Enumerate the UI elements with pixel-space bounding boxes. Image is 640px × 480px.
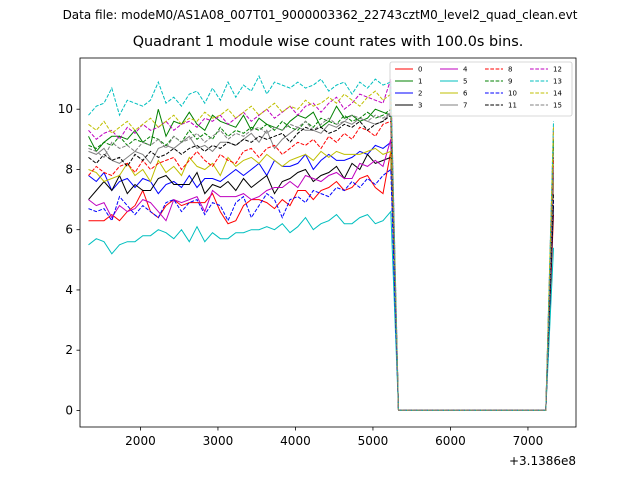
x-tick-label: 6000 [435, 434, 466, 448]
series-line-11 [88, 114, 554, 411]
plot-frame [79, 57, 577, 428]
legend-label-13: 13 [553, 78, 562, 86]
y-tick-label: 6 [65, 223, 73, 237]
series-line-5 [88, 210, 554, 411]
x-tick-label: 3000 [203, 434, 234, 448]
legend-label-15: 15 [553, 102, 562, 110]
legend-label-7: 7 [463, 102, 467, 110]
x-offset-label: +3.1386e8 [509, 454, 576, 468]
legend-label-3: 3 [418, 102, 422, 110]
legend-label-4: 4 [463, 66, 468, 74]
y-tick-label: 8 [65, 162, 73, 176]
series-line-8 [88, 120, 554, 411]
y-tick-label: 10 [58, 102, 73, 116]
legend-label-12: 12 [553, 66, 562, 74]
y-tick-label: 0 [65, 403, 73, 417]
legend-box [389, 61, 573, 117]
series-line-6 [88, 147, 554, 411]
legend-label-11: 11 [508, 102, 517, 110]
y-tick-label: 4 [65, 283, 73, 297]
series-line-12 [88, 78, 554, 411]
series-line-10 [88, 168, 554, 411]
legend-label-9: 9 [508, 78, 512, 86]
series-line-4 [88, 139, 554, 411]
series-line-15 [88, 111, 554, 411]
legend-label-8: 8 [508, 66, 512, 74]
legend-label-1: 1 [418, 78, 422, 86]
legend-label-0: 0 [418, 66, 422, 74]
legend-label-10: 10 [508, 90, 517, 98]
legend-label-2: 2 [418, 90, 422, 98]
series-line-0 [88, 151, 554, 411]
x-tick-label: 2000 [125, 434, 156, 448]
series-line-2 [88, 141, 554, 411]
legend-label-14: 14 [553, 90, 562, 98]
legend-label-5: 5 [463, 78, 467, 86]
y-tick-label: 2 [65, 343, 73, 357]
legend-label-6: 6 [463, 90, 468, 98]
x-tick-label: 5000 [358, 434, 389, 448]
x-tick-label: 4000 [280, 434, 311, 448]
x-tick-label: 7000 [513, 434, 544, 448]
chart-title: Quadrant 1 module wise count rates with … [132, 34, 524, 50]
series-line-9 [88, 108, 554, 411]
series-line-14 [88, 90, 554, 411]
figure-suptitle: Data file: modeM0/AS1A08_007T01_90000033… [62, 8, 578, 22]
